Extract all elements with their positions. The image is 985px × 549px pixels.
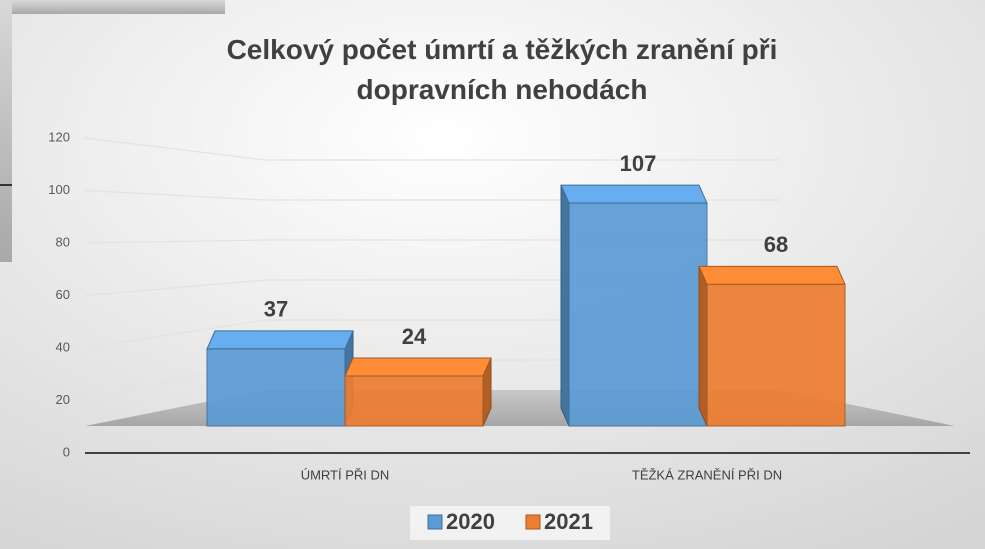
- y-tick-label: 80: [56, 234, 70, 249]
- bar-front: [706, 283, 846, 427]
- x-tick-label: TĚŽKÁ ZRANĚNÍ PŘI DN: [632, 467, 782, 482]
- bar-front: [206, 348, 346, 427]
- x-tick-label: ÚMRTÍ PŘI DN: [301, 467, 390, 482]
- data-label: 68: [764, 232, 788, 257]
- back-panel: [0, 0, 12, 262]
- back-panel: [0, 0, 225, 14]
- bar-side: [560, 184, 570, 427]
- bar-top: [698, 265, 846, 285]
- y-tick-label: 120: [48, 129, 70, 144]
- data-label: 37: [264, 297, 288, 322]
- legend-swatch: [525, 514, 541, 530]
- y-tick-label: 100: [48, 182, 70, 197]
- legend-box: [410, 506, 610, 540]
- y-tick-label: 60: [56, 287, 70, 302]
- bar-top: [206, 330, 354, 350]
- bar: [344, 357, 492, 427]
- bar-side: [698, 266, 708, 427]
- bar: [206, 330, 354, 427]
- y-tick-label: 40: [56, 339, 70, 354]
- legend-swatch: [427, 514, 443, 530]
- y-tick-label: 0: [63, 444, 70, 459]
- grid-line: [84, 137, 780, 161]
- data-label: 24: [402, 324, 427, 349]
- y-tick-label: 20: [56, 392, 70, 407]
- bar-front: [568, 202, 708, 427]
- bar-top: [560, 184, 708, 204]
- bar-front: [344, 375, 484, 427]
- chart-title: Celkový počet úmrtí a těžkých zranění př…: [226, 34, 778, 105]
- data-label: 107: [620, 151, 657, 176]
- bar: [698, 265, 846, 427]
- legend-label: 2020: [446, 509, 495, 534]
- bar: [560, 184, 708, 427]
- legend-label: 2021: [544, 509, 593, 534]
- bar-top: [344, 357, 492, 377]
